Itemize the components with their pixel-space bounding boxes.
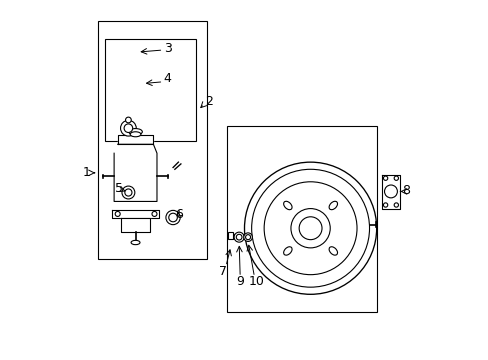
Circle shape <box>383 176 387 180</box>
Circle shape <box>122 186 135 199</box>
Text: 4: 4 <box>163 72 171 85</box>
Ellipse shape <box>168 213 177 222</box>
Circle shape <box>251 169 369 287</box>
Bar <box>228 232 232 239</box>
Circle shape <box>152 211 157 216</box>
Bar <box>226 126 376 312</box>
Ellipse shape <box>128 129 142 135</box>
Circle shape <box>393 203 398 207</box>
Text: 1: 1 <box>82 166 90 179</box>
Circle shape <box>115 211 120 216</box>
Polygon shape <box>112 210 159 217</box>
Ellipse shape <box>131 240 140 245</box>
Circle shape <box>125 117 131 123</box>
Ellipse shape <box>283 201 291 210</box>
Text: 8: 8 <box>401 184 409 197</box>
Ellipse shape <box>236 234 242 240</box>
Ellipse shape <box>130 132 141 137</box>
Bar <box>98 21 206 258</box>
Circle shape <box>290 208 329 248</box>
Ellipse shape <box>234 232 244 242</box>
Circle shape <box>264 182 356 275</box>
Ellipse shape <box>244 233 252 242</box>
Polygon shape <box>114 144 157 202</box>
Text: 5: 5 <box>115 182 123 195</box>
Ellipse shape <box>328 247 337 255</box>
Text: 10: 10 <box>248 275 264 288</box>
Ellipse shape <box>328 201 337 210</box>
Text: 3: 3 <box>163 42 171 55</box>
Ellipse shape <box>165 210 180 225</box>
Circle shape <box>244 162 376 294</box>
Polygon shape <box>121 217 149 232</box>
Ellipse shape <box>245 235 250 240</box>
Polygon shape <box>381 175 399 208</box>
Circle shape <box>124 124 132 132</box>
Bar <box>105 39 196 141</box>
Circle shape <box>383 203 387 207</box>
Text: 9: 9 <box>236 275 244 288</box>
Circle shape <box>384 185 397 198</box>
Ellipse shape <box>283 247 291 255</box>
Text: 6: 6 <box>175 208 183 221</box>
Text: 7: 7 <box>219 265 226 278</box>
Polygon shape <box>118 135 153 144</box>
Circle shape <box>124 189 132 196</box>
Circle shape <box>393 176 398 180</box>
Circle shape <box>121 120 136 136</box>
Text: 2: 2 <box>204 95 212 108</box>
Circle shape <box>299 217 322 240</box>
